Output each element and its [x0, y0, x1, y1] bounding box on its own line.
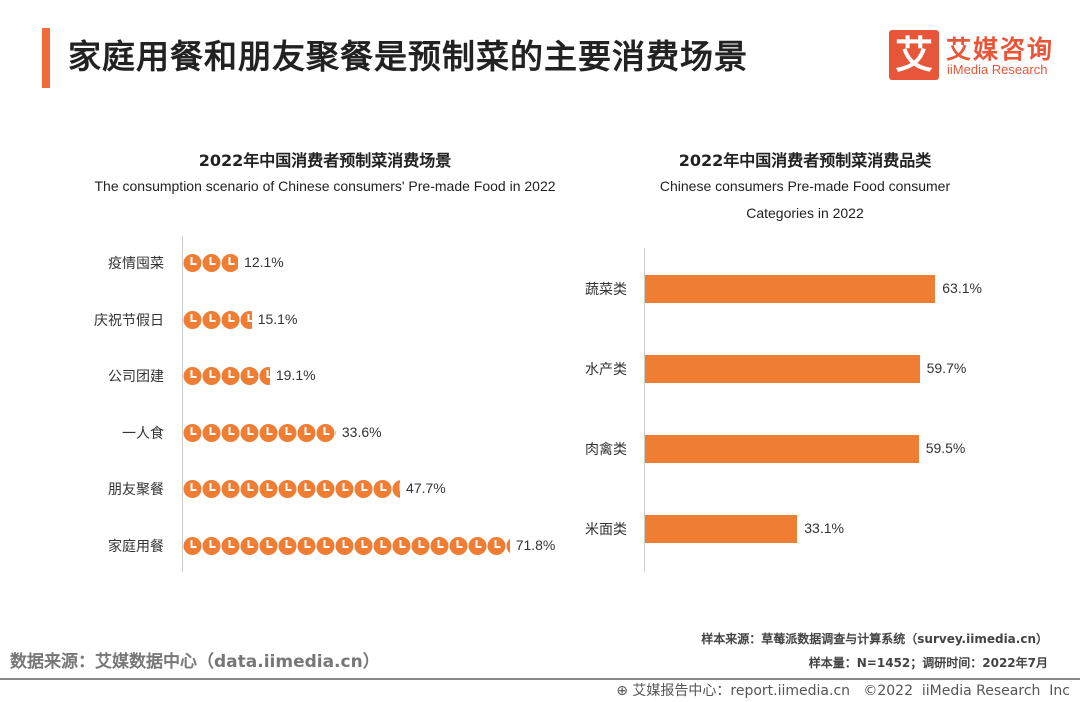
clock-icon — [259, 536, 278, 555]
clock-icon — [183, 423, 202, 442]
right-chart-subtitle: Chinese consumers Pre-made Food consumer… — [659, 178, 951, 221]
clock-icon — [240, 480, 259, 498]
clock-icon — [297, 536, 316, 555]
clock-icon — [278, 423, 297, 442]
clock-icon — [221, 310, 240, 329]
sample-size: 样本量：N=1452；调研时间：2022年7月 — [808, 656, 1048, 670]
category-label: 疫情囤菜 — [108, 256, 164, 272]
clock-icon — [316, 423, 335, 442]
clock-icon — [221, 536, 240, 555]
page-title: 家庭用餐和朋友聚餐是预制菜的主要消费场景 — [68, 37, 748, 76]
left-chart-title: 2022年中国消费者预制菜消费场景 — [198, 151, 452, 170]
clock-icon — [221, 480, 240, 498]
category-label: 水产类 — [585, 362, 627, 378]
clock-icon — [468, 536, 487, 555]
clock-icon — [392, 480, 401, 498]
clock-icon — [202, 423, 221, 442]
logo-text-cn: 艾媒咨询 — [946, 35, 1055, 64]
category-label: 朋友聚餐 — [108, 482, 164, 498]
value-label: 19.1% — [275, 367, 316, 383]
bar — [645, 355, 920, 383]
clock-icon — [221, 254, 239, 272]
clock-icon — [259, 480, 278, 498]
bar — [645, 275, 936, 303]
value-label: 15.1% — [257, 310, 298, 327]
value-label: 71.8% — [515, 536, 556, 553]
right-axis — [644, 248, 645, 572]
clock-icon — [221, 367, 240, 385]
clock-icon — [202, 310, 221, 329]
clock-icon — [221, 423, 240, 442]
clock-icon — [202, 536, 221, 555]
globe-icon: ⊕ — [616, 683, 633, 699]
right-chart-title: 2022年中国消费者预制菜消费品类 — [678, 151, 932, 170]
clock-icon — [278, 536, 297, 555]
clock-icon — [316, 536, 335, 555]
pictogram-bar — [183, 423, 336, 442]
value-label: 12.1% — [244, 254, 284, 270]
value-label: 33.6% — [341, 423, 382, 440]
data-source: 数据来源：艾媒数据中心（data.iimedia.cn） — [10, 652, 380, 672]
value-label: 59.5% — [925, 440, 966, 456]
clock-icon — [506, 538, 510, 553]
clock-icon — [259, 367, 270, 385]
bar — [645, 515, 798, 543]
clock-icon — [202, 480, 221, 498]
clock-icon — [487, 536, 506, 555]
footer-divider — [0, 678, 1080, 680]
clock-icon — [240, 310, 252, 329]
pictogram-bar — [183, 367, 270, 385]
pictogram-bar — [183, 480, 401, 498]
clock-icon — [183, 536, 202, 555]
category-label: 米面类 — [585, 522, 627, 538]
clock-icon — [354, 480, 373, 498]
copyright: ⊕ 艾媒报告中心：report.iimedia.cn ©2022 iiMedia… — [616, 683, 1070, 699]
clock-icon — [335, 480, 354, 498]
clock-icon — [183, 254, 202, 272]
category-label: 肉禽类 — [585, 442, 627, 458]
category-label: 公司团建 — [108, 369, 164, 385]
clock-icon — [240, 423, 259, 442]
category-label: 蔬菜类 — [585, 282, 627, 298]
clock-icon — [183, 310, 202, 329]
left-axis — [182, 236, 183, 572]
clock-icon — [297, 480, 316, 498]
category-label: 家庭用餐 — [108, 538, 164, 555]
sample-source: 样本来源：草莓派数据调查与计算系统（survey.iimedia.cn） — [701, 632, 1048, 646]
clock-icon — [202, 367, 221, 385]
left-chart-subtitle: The consumption scenario of Chinese cons… — [94, 178, 556, 194]
clock-icon — [430, 536, 449, 555]
pictogram-bar — [183, 310, 252, 329]
clock-icon — [354, 536, 373, 555]
clock-icon — [373, 536, 392, 555]
clock-icon — [202, 254, 221, 272]
value-label: 63.1% — [942, 280, 982, 296]
clock-icon — [449, 536, 468, 555]
clock-icon — [373, 480, 392, 498]
clock-icon — [316, 480, 335, 498]
title-accent-bar — [42, 28, 50, 88]
clock-icon — [297, 423, 316, 442]
clock-icon — [278, 480, 297, 498]
logo-text-en: iiMedia Research — [947, 62, 1048, 77]
bar — [645, 435, 919, 463]
value-label: 33.1% — [804, 520, 844, 536]
category-label: 庆祝节假日 — [94, 312, 164, 329]
clock-icon — [240, 536, 259, 555]
clock-icon — [392, 536, 411, 555]
logo-mark: 艾 — [889, 30, 939, 80]
value-label: 59.7% — [926, 360, 967, 376]
category-label: 一人食 — [122, 425, 164, 442]
clock-icon — [411, 536, 430, 555]
clock-icon — [240, 367, 259, 385]
clock-icon — [259, 423, 278, 442]
value-label: 47.7% — [406, 480, 446, 496]
pictogram-bar — [183, 536, 510, 555]
clock-icon — [183, 367, 202, 385]
clock-icon — [183, 480, 202, 498]
clock-icon — [335, 536, 354, 555]
pictogram-bar — [183, 254, 239, 272]
